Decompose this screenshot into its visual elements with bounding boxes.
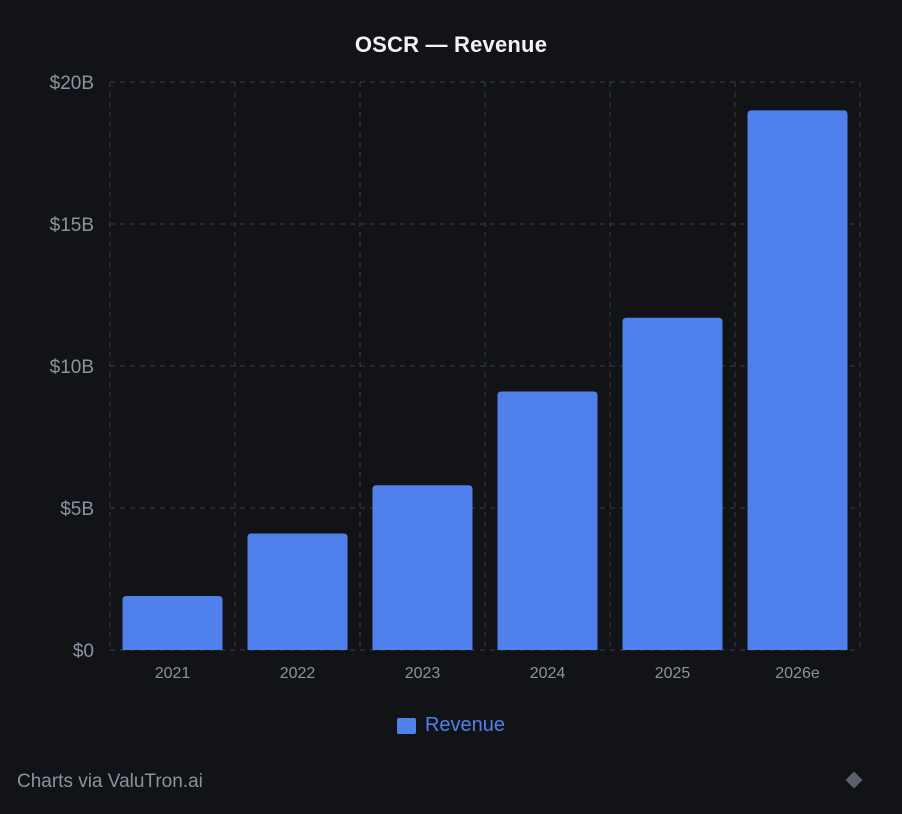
grid-lines [109, 81, 861, 651]
chart-title: OSCR — Revenue [354, 32, 548, 57]
bar-2026e [747, 110, 848, 650]
x-tick-label: 2026e [775, 665, 820, 682]
y-axis-ticks: $0 $5B $10B $15B $20B [50, 73, 94, 662]
legend-label: Revenue [424, 714, 506, 736]
bar-2023 [372, 485, 473, 650]
bar-2024 [497, 391, 598, 650]
y-tick-label: $20B [50, 73, 94, 94]
x-tick-label: 2021 [155, 665, 191, 682]
bar-2022 [247, 533, 348, 650]
x-tick-label: 2025 [655, 665, 691, 682]
footer-attribution[interactable]: Charts via ValuTron.ai [17, 771, 203, 792]
bar-2025 [622, 317, 723, 650]
x-tick-label: 2024 [530, 665, 566, 682]
legend[interactable]: Revenue [0, 714, 902, 737]
y-tick-label: $15B [50, 215, 94, 236]
x-tick-label: 2022 [280, 665, 316, 682]
y-tick-label: $0 [73, 641, 94, 662]
bar-2021 [122, 596, 223, 650]
diamond-icon [845, 771, 863, 789]
x-axis-ticks: 2021 2022 2023 2024 2025 2026e [155, 665, 820, 682]
x-tick-label: 2023 [405, 665, 441, 682]
y-tick-label: $5B [60, 499, 94, 520]
legend-swatch [396, 717, 416, 734]
revenue-bar-chart: $0$5B$10B$15B$20B 2021 2022 2023 2024 2025 20… [50, 73, 861, 682]
y-tick-label: $10B [50, 357, 94, 378]
bars [122, 110, 848, 650]
